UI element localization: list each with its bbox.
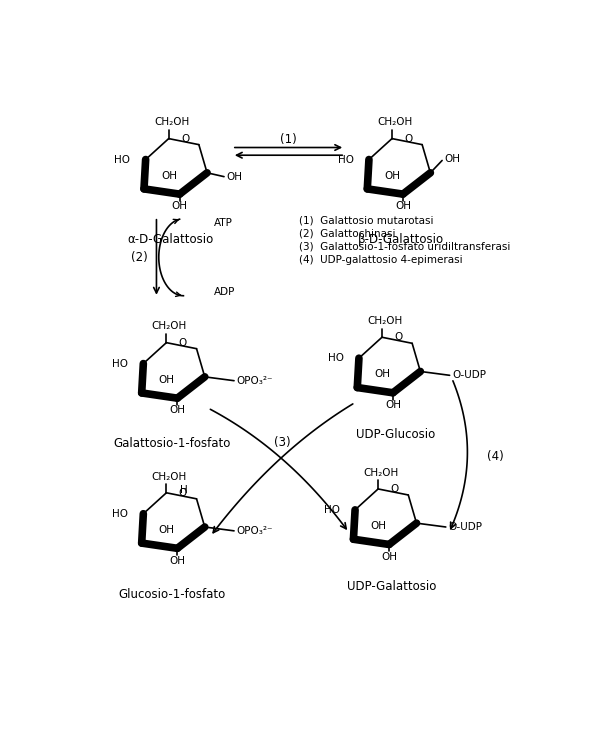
Text: OH: OH	[384, 171, 400, 181]
Text: OH: OH	[371, 521, 387, 531]
Text: ATP: ATP	[214, 218, 233, 228]
Text: CH₂OH: CH₂OH	[154, 117, 189, 127]
Text: (4): (4)	[487, 450, 503, 463]
Text: OH: OH	[159, 525, 175, 535]
Text: CH₂OH: CH₂OH	[364, 468, 399, 478]
Text: Glucosio-1-fosfato: Glucosio-1-fosfato	[118, 588, 225, 601]
Text: O: O	[394, 332, 403, 342]
Text: (4)  UDP-galattosio 4-epimerasi: (4) UDP-galattosio 4-epimerasi	[299, 255, 463, 265]
Text: ADP: ADP	[214, 286, 235, 296]
Text: O-UDP: O-UDP	[452, 370, 486, 380]
Text: UDP-Glucosio: UDP-Glucosio	[356, 428, 435, 441]
Text: (2): (2)	[131, 251, 148, 264]
Text: O: O	[391, 484, 399, 494]
Text: OH: OH	[161, 171, 177, 181]
Text: OH: OH	[395, 201, 411, 212]
Text: CH₂OH: CH₂OH	[368, 316, 403, 326]
Text: (2)  Galattochinasi: (2) Galattochinasi	[299, 229, 396, 239]
Text: HO: HO	[327, 353, 343, 364]
Text: UDP-Galattosio: UDP-Galattosio	[347, 580, 436, 593]
Text: OH: OH	[159, 375, 175, 384]
Text: (1): (1)	[280, 132, 297, 146]
Text: (3): (3)	[273, 436, 291, 449]
Text: α-D-Galattosio: α-D-Galattosio	[127, 233, 213, 246]
Text: OH: OH	[444, 154, 460, 164]
Text: OH: OH	[170, 405, 186, 415]
Text: O: O	[404, 134, 413, 144]
Text: β-D-Galattosio: β-D-Galattosio	[358, 233, 444, 246]
Text: HO: HO	[337, 155, 353, 165]
Text: O-UDP: O-UDP	[448, 522, 482, 532]
Text: OPO₃²⁻: OPO₃²⁻	[237, 375, 273, 386]
Text: OH: OH	[374, 370, 390, 379]
Text: OPO₃²⁻: OPO₃²⁻	[237, 526, 273, 536]
Text: H: H	[180, 485, 188, 494]
Text: HO: HO	[324, 505, 340, 515]
Text: OH: OH	[171, 201, 187, 212]
Text: O: O	[179, 337, 187, 348]
Text: OH: OH	[381, 552, 397, 562]
Text: O: O	[181, 134, 189, 144]
Text: (3)  Galattosio-1-fosfato uridiltransferasi: (3) Galattosio-1-fosfato uridiltransfera…	[299, 242, 511, 252]
Text: HO: HO	[114, 155, 130, 165]
Text: Galattosio-1-fosfato: Galattosio-1-fosfato	[113, 438, 231, 450]
Text: CH₂OH: CH₂OH	[377, 117, 413, 127]
Text: OH: OH	[385, 400, 401, 410]
Text: OH: OH	[170, 556, 186, 565]
Text: OH: OH	[227, 171, 243, 182]
Text: (1)  Galattosio mutarotasi: (1) Galattosio mutarotasi	[299, 215, 433, 226]
Text: O: O	[179, 488, 187, 497]
Text: CH₂OH: CH₂OH	[152, 472, 187, 482]
Text: CH₂OH: CH₂OH	[152, 322, 187, 331]
Text: HO: HO	[112, 358, 128, 369]
Text: HO: HO	[112, 509, 128, 518]
